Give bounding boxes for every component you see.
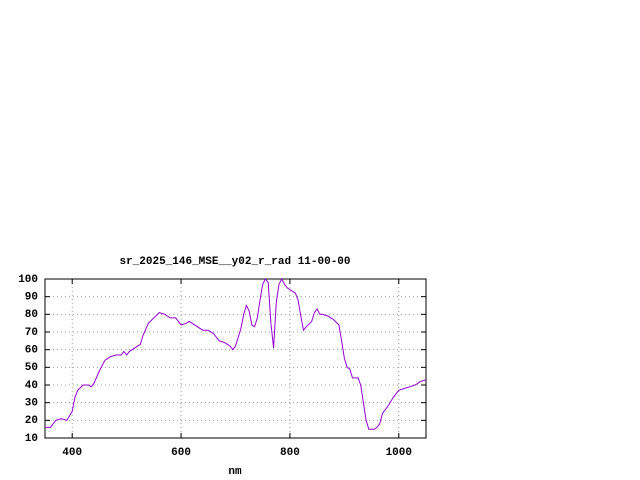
y-tick-label: 20 xyxy=(25,415,38,427)
x-tick-label: 400 xyxy=(62,447,82,459)
y-tick-label: 100 xyxy=(18,274,38,286)
chart-title: sr_2025_146_MSE__y02_r_rad 11-00-00 xyxy=(119,256,350,268)
y-tick-label: 80 xyxy=(25,309,38,321)
y-tick-label: 90 xyxy=(25,292,38,304)
x-tick-label: 1000 xyxy=(386,447,412,459)
x-tick-label: 600 xyxy=(171,447,191,459)
y-tick-label: 10 xyxy=(25,433,38,445)
y-tick-label: 60 xyxy=(25,345,38,357)
x-tick-label: 800 xyxy=(280,447,300,459)
plot-frame xyxy=(44,278,427,439)
y-tick-label: 70 xyxy=(25,327,38,339)
x-axis-label: nm xyxy=(228,466,242,478)
data-line xyxy=(45,277,427,430)
y-tick-label: 50 xyxy=(25,362,38,374)
y-tick-label: 40 xyxy=(25,380,38,392)
y-tick-label: 30 xyxy=(25,398,38,410)
